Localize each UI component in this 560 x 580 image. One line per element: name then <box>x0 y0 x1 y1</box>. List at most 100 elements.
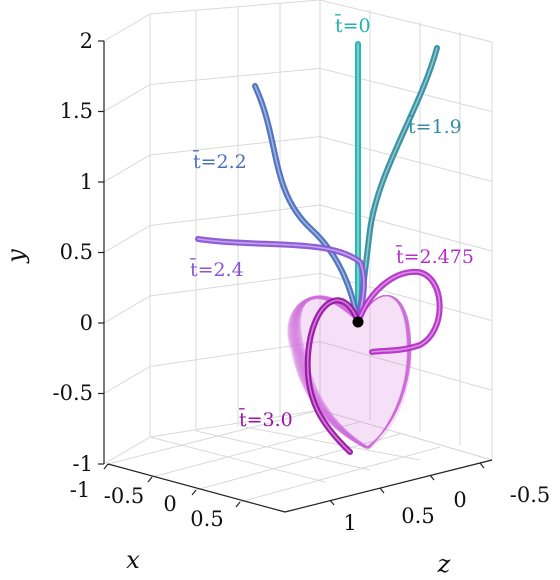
x-tick-mark <box>103 463 109 470</box>
envelope-loop <box>290 295 411 449</box>
y-tick-1.5: 1.5 <box>60 99 93 123</box>
envelope-loop <box>294 295 410 449</box>
grid-line <box>103 295 151 324</box>
envelope-loop <box>295 295 410 449</box>
grid-line <box>103 13 151 42</box>
x-tick-mark <box>147 476 153 483</box>
envelope-loop <box>299 295 408 449</box>
curve-highlight-2 <box>254 85 359 323</box>
envelope-loop <box>287 295 412 449</box>
x-tick--0.5: -0.5 <box>104 484 145 508</box>
envelope-loop <box>294 295 410 449</box>
y-tick-1: 1 <box>80 170 93 194</box>
envelope-loop <box>297 295 409 449</box>
envelope-loop <box>288 295 412 449</box>
z-tick-1: 1 <box>343 511 356 535</box>
label-t2.475: t̄=2.475 <box>396 244 474 268</box>
z-ticks: 1 0.5 0 -0.5 <box>343 483 550 535</box>
envelope-loop <box>288 295 412 449</box>
grid-line <box>319 409 493 461</box>
envelope-loop <box>295 295 410 449</box>
envelope-loop <box>289 295 411 449</box>
grid-line <box>103 154 151 183</box>
grid <box>103 0 493 513</box>
grid-line <box>103 366 151 394</box>
envelope-loop <box>292 295 410 449</box>
grid-line <box>319 67 493 113</box>
envelope-loop <box>296 295 409 449</box>
envelope-loop <box>290 295 411 449</box>
envelope-loop <box>287 295 412 449</box>
curve-highlight-5 <box>306 299 359 453</box>
envelope-loop <box>296 295 409 449</box>
envelope-loop <box>296 295 409 449</box>
x-tick-mark <box>191 489 197 496</box>
y-tick--1: -1 <box>73 452 93 476</box>
x-tick-0.5: 0.5 <box>190 507 223 531</box>
envelope-loop <box>300 295 408 449</box>
envelope-surface <box>287 295 412 450</box>
y-tick-2: 2 <box>80 29 93 53</box>
y-axis-label: y <box>2 249 30 264</box>
envelope-loop <box>295 295 410 449</box>
x-tick--1: -1 <box>70 478 90 502</box>
envelope-loop <box>291 295 411 449</box>
envelope-loop <box>298 295 409 449</box>
envelope-loop <box>298 295 409 449</box>
envelope-loop <box>299 295 408 449</box>
z-tick--0.5: -0.5 <box>510 483 551 507</box>
label-t0: t̄=0 <box>335 13 371 37</box>
envelope-loop <box>299 295 408 449</box>
curve-highlight-3 <box>197 238 365 323</box>
grid-line <box>149 436 326 483</box>
x-axis-line <box>107 463 286 513</box>
curve-labels: t̄=0 t̄=1.9 t̄=2.2 t̄=2.4 t̄=2.475 t̄=3.… <box>190 13 474 431</box>
y-tick-0.5: 0.5 <box>60 240 93 264</box>
envelope-loop <box>293 295 410 449</box>
grid-line <box>239 425 421 461</box>
envelope-loop <box>291 295 411 449</box>
y-ticks: 2 1.5 1 0.5 0 -0.5 -1 <box>53 29 94 476</box>
y-tick--0.5: -0.5 <box>53 381 94 405</box>
envelope-loop <box>298 295 409 449</box>
x-ticks: -1 -0.5 0 0.5 <box>70 478 224 531</box>
envelope-loop <box>294 295 410 449</box>
envelope-loop <box>297 295 409 449</box>
envelope-loop <box>291 295 411 449</box>
envelope-loop <box>296 295 409 449</box>
x-axis-label: x <box>126 546 140 574</box>
y-tick-0: 0 <box>80 311 93 335</box>
envelope-loop <box>297 295 409 449</box>
origin-marker <box>352 316 364 328</box>
grid-line <box>319 341 493 391</box>
x-tick-mark <box>235 501 241 508</box>
envelope-loop <box>289 295 411 449</box>
z-tick-mark <box>429 474 435 481</box>
label-t1.9: t̄=1.9 <box>408 114 462 138</box>
label-t2.4: t̄=2.4 <box>190 257 244 281</box>
envelope-loop <box>289 295 411 449</box>
envelope-loop <box>295 295 410 449</box>
grid-line <box>319 204 493 252</box>
grid-line <box>319 0 493 43</box>
curve-5 <box>304 297 361 455</box>
z-axis-label: z <box>437 550 451 578</box>
grid-line <box>149 0 321 15</box>
envelope-loop <box>292 295 411 449</box>
grid-line <box>103 225 151 253</box>
curves <box>195 41 443 455</box>
grid-line <box>149 272 321 297</box>
grid-line <box>103 84 151 112</box>
label-t2.2: t̄=2.2 <box>193 149 247 173</box>
envelope-fill <box>287 295 412 450</box>
curve-2 <box>252 83 361 325</box>
grid-line <box>149 341 321 367</box>
envelope-loop <box>299 295 408 449</box>
envelope-loop <box>293 295 410 449</box>
grid-line <box>107 409 321 465</box>
envelope-loop <box>292 295 411 449</box>
grid-line <box>239 446 441 503</box>
z-tick-mark <box>379 487 385 494</box>
envelope-loop <box>292 295 410 449</box>
